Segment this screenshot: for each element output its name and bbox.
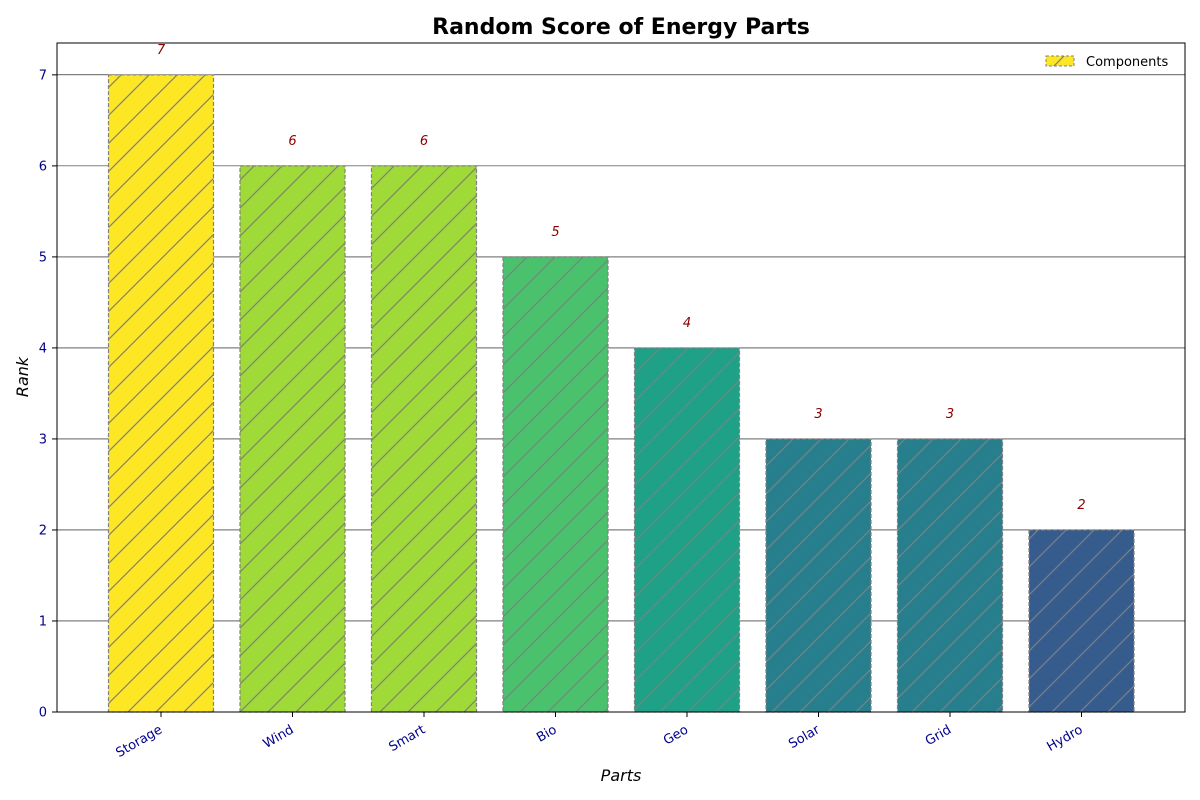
data-label: 3 [946, 407, 954, 422]
y-axis-label: Rank [13, 356, 32, 397]
grid-lines [57, 74, 1185, 622]
data-label: 2 [1077, 498, 1085, 513]
y-tick-label: 7 [39, 68, 47, 83]
bar-hatch-hydro [1029, 529, 1134, 712]
x-tick-label: Hydro [1044, 722, 1085, 754]
x-tick-label: Smart [386, 722, 428, 755]
bar-hatch-storage [108, 74, 214, 713]
data-label: 4 [683, 316, 691, 331]
bar-hatch-smart [371, 165, 477, 712]
data-label: 6 [420, 134, 428, 149]
chart-title: Random Score of Energy Parts [432, 15, 810, 40]
x-axis-label: Parts [601, 766, 642, 785]
y-tick-label: 5 [39, 250, 47, 265]
bar-outline-grid [896, 438, 1004, 713]
legend-swatch-hatch [1046, 56, 1074, 66]
bar-outline-solar [765, 438, 872, 713]
y-tick-label: 3 [39, 432, 47, 447]
y-tick-label: 1 [39, 614, 47, 629]
x-tick-label: Bio [534, 722, 559, 745]
bar-hatch-grid [897, 438, 1003, 712]
y-tick-label: 4 [39, 341, 47, 356]
x-tick-label: Wind [261, 722, 297, 751]
bars [107, 74, 1135, 713]
plot-frame [56, 42, 1186, 713]
y-tick-label: 6 [39, 159, 47, 174]
x-tick-label: Solar [786, 722, 823, 752]
legend-label: Components [1086, 55, 1168, 70]
data-label: 3 [814, 407, 822, 422]
bar-outline-geo [633, 347, 741, 713]
data-label: 7 [157, 43, 166, 58]
x-tick-label: Grid [923, 722, 954, 749]
data-labels: 7 6 6 5 4 3 3 2 [157, 43, 1086, 513]
bar-hatch-solar [766, 438, 871, 712]
x-tick-label: Geo [661, 722, 691, 748]
bar-hatch-geo [634, 347, 740, 712]
y-tick-label: 2 [39, 523, 47, 538]
data-label: 6 [288, 134, 296, 149]
x-tick-label: Storage [113, 722, 165, 760]
legend: Components [1045, 55, 1168, 70]
y-tick-label: 0 [39, 706, 47, 721]
data-label: 5 [551, 225, 559, 240]
bar-hatch-wind [240, 165, 345, 712]
bar-hatch-bio [503, 256, 608, 712]
